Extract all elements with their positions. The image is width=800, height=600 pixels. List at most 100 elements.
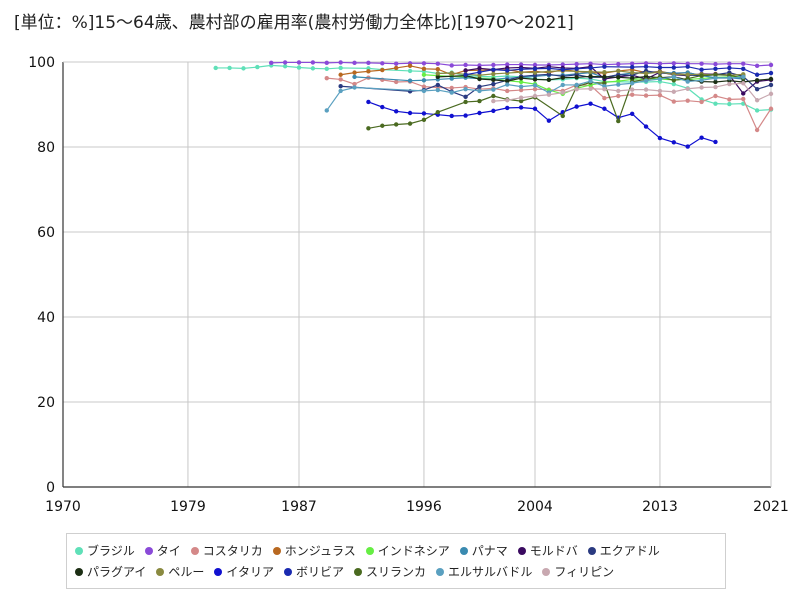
series-line <box>465 66 772 76</box>
data-point <box>407 121 413 126</box>
data-point <box>616 118 621 124</box>
legend-item: コスタリカ <box>190 540 263 561</box>
data-point <box>366 126 371 131</box>
data-point <box>463 62 468 68</box>
data-point <box>338 84 343 89</box>
data-point <box>380 67 385 73</box>
legend-item: パナマ <box>459 540 508 561</box>
data-point <box>505 88 510 94</box>
data-point <box>477 98 482 104</box>
data-point <box>671 65 677 70</box>
data-point <box>505 78 510 84</box>
data-point <box>491 93 496 99</box>
series-line <box>437 74 772 83</box>
data-point <box>546 77 552 83</box>
data-point <box>754 108 760 113</box>
x-tick-label: 2013 <box>642 499 678 515</box>
data-point <box>574 75 579 80</box>
data-point <box>282 64 288 69</box>
data-point <box>643 78 649 83</box>
data-point <box>699 99 704 105</box>
data-point <box>338 65 343 71</box>
data-point <box>407 63 413 69</box>
legend-label: ホンジュラス <box>284 544 356 558</box>
legend-label: イタリア <box>226 565 274 579</box>
data-point <box>518 67 524 72</box>
data-point <box>407 68 413 74</box>
data-point <box>588 74 593 79</box>
data-point <box>324 66 329 72</box>
data-point <box>463 72 468 77</box>
legend-label: タイ <box>156 544 181 558</box>
data-point <box>741 66 746 72</box>
legend-marker <box>190 546 199 555</box>
data-point <box>463 68 468 73</box>
data-point <box>518 75 524 81</box>
legend-items: ブラジル タイ コスタリカ ホンジュラス インドネシア パナマ モルドバ エクアドル パラグアイ… <box>75 540 717 582</box>
data-point <box>588 69 593 74</box>
data-point <box>602 95 607 101</box>
data-point <box>546 66 552 71</box>
legend-marker <box>214 567 223 576</box>
legend-item: ボリビア <box>283 561 344 582</box>
data-point <box>616 93 621 99</box>
data-point <box>741 96 746 102</box>
data-point <box>435 71 441 76</box>
data-point <box>574 66 579 72</box>
data-point <box>657 135 663 141</box>
data-point <box>713 79 718 85</box>
data-point <box>699 78 704 83</box>
data-point <box>713 75 718 81</box>
data-point <box>296 60 302 65</box>
data-point <box>574 82 579 88</box>
data-point <box>588 65 593 71</box>
data-point <box>366 60 371 66</box>
data-point <box>338 60 343 65</box>
data-point <box>269 60 274 66</box>
y-tick-label: 100 <box>28 55 55 71</box>
data-point <box>657 92 663 98</box>
data-point <box>435 109 441 115</box>
data-point <box>699 135 704 140</box>
data-point <box>671 99 677 104</box>
data-point <box>227 65 232 71</box>
data-point <box>560 62 565 67</box>
data-point <box>727 61 732 66</box>
data-point <box>657 70 663 75</box>
data-point <box>505 68 510 73</box>
legend-item: インドネシア <box>365 540 450 561</box>
data-point <box>352 60 357 66</box>
data-point <box>518 95 524 100</box>
data-point <box>602 87 607 92</box>
data-point <box>754 127 760 133</box>
data-point <box>602 64 607 69</box>
data-point <box>310 60 316 65</box>
data-point <box>532 70 538 75</box>
legend-item: ペルー <box>156 561 204 582</box>
data-point <box>491 81 496 87</box>
data-point <box>643 124 649 129</box>
legend-label: ペルー <box>168 565 205 579</box>
legend-label: パラグアイ <box>87 565 147 579</box>
x-tick-label: 1987 <box>281 499 317 515</box>
data-point <box>435 67 441 72</box>
data-point <box>560 90 565 95</box>
data-point <box>754 72 760 77</box>
legend-item: エクアドル <box>587 540 660 561</box>
data-point <box>282 60 288 65</box>
data-point <box>629 70 635 75</box>
data-point <box>421 78 427 83</box>
data-point <box>421 84 427 89</box>
data-point <box>588 86 593 91</box>
data-point <box>505 105 510 111</box>
data-point <box>741 91 746 96</box>
data-point <box>491 67 496 72</box>
data-point <box>393 61 399 66</box>
data-point <box>754 98 760 103</box>
legend-item: エルサルバドル <box>435 561 532 582</box>
data-point <box>699 73 704 78</box>
series-9 <box>435 73 774 85</box>
data-point <box>393 109 399 114</box>
legend-label: パナマ <box>471 544 508 558</box>
